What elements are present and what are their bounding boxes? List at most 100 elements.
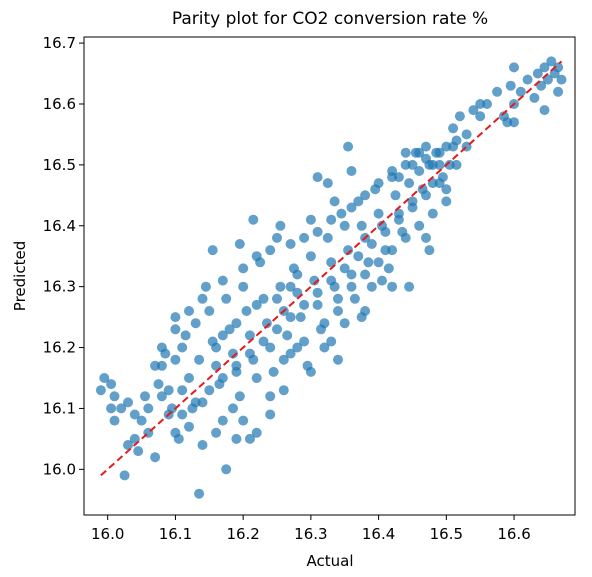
data-point <box>180 330 191 341</box>
data-point <box>197 293 208 304</box>
x-tick-label: 16.4 <box>362 525 395 543</box>
data-point <box>251 251 262 262</box>
data-point <box>285 312 296 323</box>
data-point <box>299 336 310 347</box>
data-point <box>546 56 557 67</box>
data-point <box>299 299 310 310</box>
data-point <box>421 141 431 152</box>
data-point <box>305 366 316 377</box>
data-point <box>194 488 205 499</box>
data-point <box>170 324 181 335</box>
data-point <box>373 257 384 268</box>
y-axis-ticks: 16.0 16.1 16.2 16.3 16.4 16.5 16.6 16.7 <box>43 34 84 478</box>
data-point <box>326 336 337 347</box>
data-point <box>326 275 337 286</box>
data-point <box>265 391 276 402</box>
data-point <box>231 318 242 329</box>
data-point <box>421 190 431 201</box>
data-point <box>272 324 282 335</box>
data-point <box>184 306 194 316</box>
data-point <box>553 62 564 73</box>
data-point <box>380 226 391 237</box>
chart-title: Parity plot for CO2 conversion rate % <box>172 9 488 29</box>
data-point <box>150 452 161 463</box>
data-point <box>492 86 503 97</box>
data-point <box>95 385 106 396</box>
data-point <box>414 166 425 176</box>
data-point <box>343 245 354 256</box>
data-point <box>312 172 323 183</box>
data-point <box>204 306 215 316</box>
data-point <box>393 214 404 225</box>
data-point <box>177 409 188 420</box>
data-point <box>265 342 276 353</box>
data-point <box>170 312 181 323</box>
data-point <box>177 385 188 396</box>
data-point <box>170 354 181 365</box>
data-point <box>339 318 350 329</box>
data-point <box>211 427 222 438</box>
data-point <box>346 202 357 213</box>
data-point <box>373 208 384 219</box>
data-point <box>99 373 110 383</box>
data-point <box>200 281 211 292</box>
data-point <box>383 263 394 274</box>
data-point <box>329 196 340 207</box>
data-point <box>261 318 272 329</box>
data-point <box>292 269 303 280</box>
data-point <box>390 190 401 201</box>
plot-area-frame <box>83 36 576 516</box>
data-point <box>421 153 431 164</box>
data-point <box>454 111 465 122</box>
y-tick-label: 16.0 <box>43 460 76 478</box>
data-point <box>140 391 150 402</box>
data-point <box>156 342 167 353</box>
data-point <box>211 342 222 353</box>
data-point <box>251 427 262 438</box>
data-point <box>326 214 337 225</box>
x-tick-label: 16.5 <box>430 525 463 543</box>
data-point <box>346 281 357 292</box>
data-point <box>349 293 360 304</box>
data-point <box>153 379 164 390</box>
data-point <box>163 385 174 396</box>
y-tick-label: 16.2 <box>43 339 76 357</box>
data-point <box>204 385 215 396</box>
data-point <box>228 403 238 414</box>
data-point <box>539 105 550 116</box>
data-point <box>272 232 282 243</box>
data-point <box>156 391 167 402</box>
data-point <box>434 178 445 189</box>
data-point <box>292 287 303 298</box>
data-point <box>305 251 316 262</box>
data-point <box>133 446 144 457</box>
data-point <box>336 208 347 219</box>
data-point <box>123 440 133 450</box>
data-point <box>434 147 445 158</box>
data-point <box>509 62 519 73</box>
data-point <box>441 184 452 195</box>
data-point <box>363 257 374 268</box>
parity-line-group <box>100 60 563 477</box>
data-point <box>333 354 343 365</box>
data-point <box>295 312 306 323</box>
data-point <box>234 391 245 402</box>
data-point <box>194 354 205 365</box>
data-point <box>333 306 343 316</box>
x-axis-ticks: 16.0 16.1 16.2 16.3 16.4 16.5 16.6 <box>91 515 531 543</box>
data-point <box>150 360 161 371</box>
data-point <box>441 196 452 207</box>
y-tick-label: 16.1 <box>43 399 76 417</box>
data-point <box>515 86 526 97</box>
data-point <box>251 373 262 383</box>
data-points-group <box>95 56 567 499</box>
data-point <box>217 373 228 383</box>
data-point <box>258 336 269 347</box>
data-point <box>265 409 276 420</box>
data-point <box>238 263 249 274</box>
x-tick-label: 16.6 <box>497 525 530 543</box>
data-point <box>221 293 232 304</box>
y-tick-label: 16.5 <box>43 156 76 174</box>
data-point <box>207 245 218 256</box>
